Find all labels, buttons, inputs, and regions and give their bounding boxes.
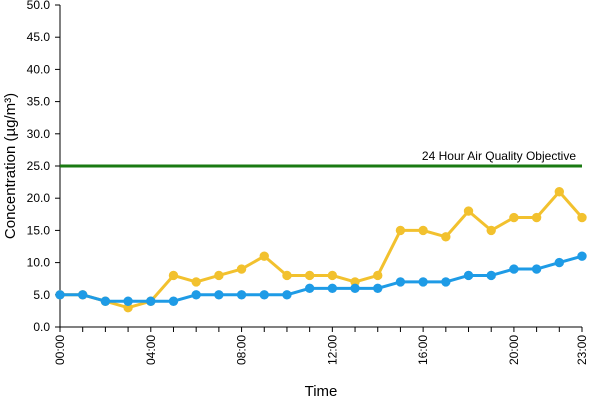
data-point [509, 264, 519, 274]
data-point [441, 277, 451, 287]
x-tick-label: 00:00 [53, 335, 67, 365]
data-point [214, 290, 224, 300]
data-point [259, 290, 269, 300]
y-tick-label: 50.0 [27, 0, 51, 12]
series-line [60, 254, 583, 303]
data-point [531, 264, 542, 274]
reference-line-label: 24 Hour Air Quality Objective [422, 149, 576, 163]
series-1 [55, 187, 587, 313]
x-axis-title: Time [305, 383, 338, 400]
data-point [327, 283, 338, 294]
x-tick-label: 12:00 [325, 335, 339, 365]
data-point [531, 212, 542, 223]
x-tick-label: 20:00 [507, 335, 521, 365]
data-point [304, 283, 315, 294]
series-2 [55, 251, 587, 306]
data-point [509, 212, 519, 223]
data-point [214, 270, 224, 281]
data-point [463, 270, 474, 281]
y-tick-label: 40.0 [27, 62, 51, 76]
data-point [395, 277, 406, 287]
series-container [55, 187, 587, 313]
y-tick-label: 45.0 [27, 30, 51, 44]
x-tick-label: 04:00 [144, 335, 158, 365]
data-point [486, 270, 496, 281]
data-point [191, 290, 201, 300]
data-point [441, 232, 451, 242]
data-point [350, 283, 360, 294]
data-point [77, 290, 88, 300]
data-point [554, 187, 565, 197]
y-tick-label: 0.0 [33, 320, 50, 334]
y-tick-label: 20.0 [27, 191, 51, 205]
data-point [55, 290, 65, 300]
data-point [282, 270, 292, 281]
y-tick-label: 10.0 [27, 256, 51, 270]
data-point [259, 251, 269, 261]
data-point [304, 270, 315, 281]
y-axis: 0.0 5.0 10.0 15.0 20.0 25.0 30.0 35.0 40.0 45.0 50… [27, 0, 61, 334]
y-axis-title: Concentration (µg/m³) [2, 93, 19, 239]
data-point [236, 264, 247, 274]
data-point [577, 251, 587, 261]
y-tick-label: 15.0 [27, 223, 51, 237]
y-tick-label: 25.0 [27, 159, 51, 173]
data-point [418, 277, 428, 287]
x-tick-label: 08:00 [235, 335, 249, 365]
data-point [168, 270, 179, 281]
data-point [191, 277, 201, 287]
data-point [463, 206, 474, 216]
data-point [577, 212, 587, 223]
air-quality-objective: 24 Hour Air Quality Objective [60, 149, 582, 168]
data-point [554, 257, 565, 268]
y-tick-label: 5.0 [33, 288, 50, 302]
data-point [418, 225, 428, 236]
x-tick-label: 16:00 [416, 335, 430, 365]
data-point [486, 225, 496, 236]
data-point [100, 296, 111, 306]
data-point [123, 296, 133, 306]
data-point [327, 270, 338, 281]
data-point [168, 296, 179, 306]
data-point [373, 283, 383, 294]
x-axis: 00:00 04:00 08:00 12:00 16:00 20:00 23:00 [53, 326, 589, 365]
data-point [236, 290, 247, 300]
series-line [60, 190, 584, 310]
x-tick-label: 23:00 [575, 335, 589, 365]
data-point [282, 290, 292, 300]
y-tick-label: 35.0 [27, 95, 51, 109]
data-point [373, 270, 383, 281]
data-point [395, 225, 406, 236]
data-point [146, 296, 156, 306]
y-tick-label: 30.0 [27, 127, 51, 141]
